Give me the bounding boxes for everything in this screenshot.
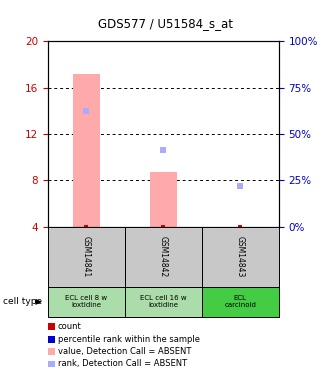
Bar — [125, 287, 202, 317]
Text: percentile rank within the sample: percentile rank within the sample — [58, 335, 200, 344]
Bar — [48, 287, 125, 317]
Bar — [202, 287, 279, 317]
Text: GSM14842: GSM14842 — [159, 236, 168, 278]
Text: GSM14843: GSM14843 — [236, 236, 245, 278]
Bar — [150, 172, 177, 227]
Text: ECL cell 16 w
loxtidine: ECL cell 16 w loxtidine — [140, 296, 187, 308]
Bar — [48, 227, 125, 287]
Bar — [202, 227, 279, 287]
Text: count: count — [58, 322, 82, 332]
Text: value, Detection Call = ABSENT: value, Detection Call = ABSENT — [58, 347, 191, 356]
Text: ECL cell 8 w
loxtidine: ECL cell 8 w loxtidine — [65, 296, 107, 308]
Text: cell type: cell type — [3, 297, 43, 306]
Text: rank, Detection Call = ABSENT: rank, Detection Call = ABSENT — [58, 359, 187, 368]
Text: GSM14841: GSM14841 — [82, 236, 91, 278]
Bar — [125, 227, 202, 287]
Text: ECL
carcinoid: ECL carcinoid — [224, 296, 256, 308]
Text: GDS577 / U51584_s_at: GDS577 / U51584_s_at — [97, 17, 233, 30]
Bar — [73, 74, 100, 227]
